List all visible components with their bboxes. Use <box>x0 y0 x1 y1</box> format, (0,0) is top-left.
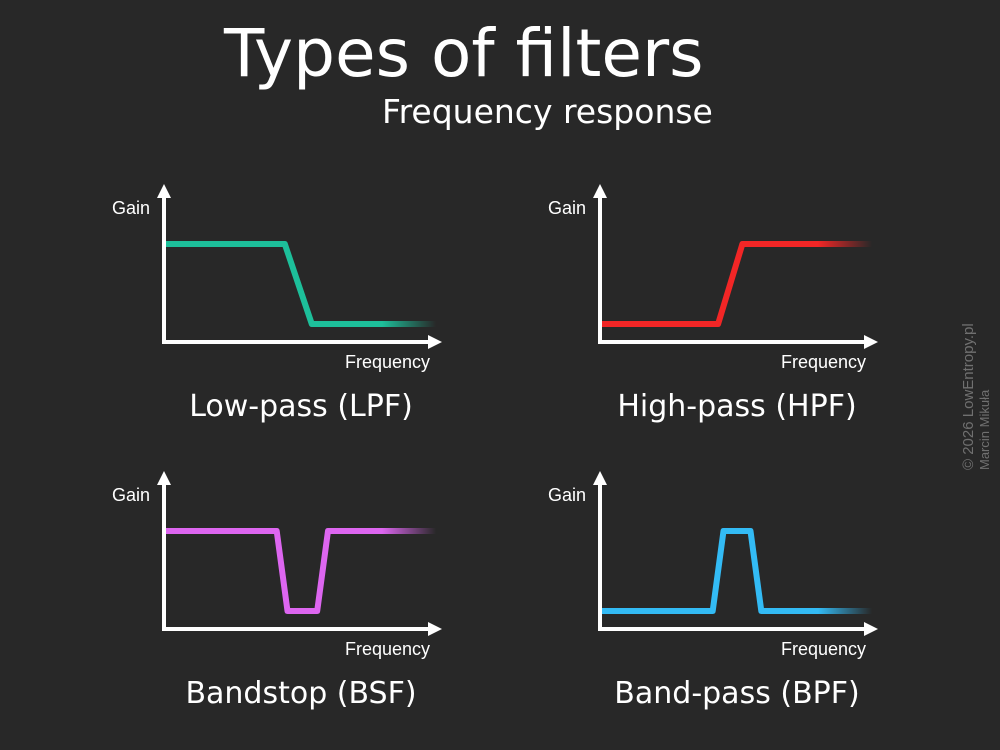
bpf-frequency-label: Frequency <box>781 639 866 659</box>
lpf-panel: Gain Frequency Low-pass (LPF) <box>112 184 442 424</box>
page-title: Types of filters <box>224 15 704 92</box>
lpf-filter-name: Low-pass (LPF) <box>189 389 413 424</box>
bsf-gain-label: Gain <box>112 485 150 505</box>
hpf-response-curve <box>602 241 872 327</box>
hpf-y-axis-arrow <box>593 184 607 198</box>
hpf-x-axis-arrow <box>864 335 878 349</box>
hpf-frequency-label: Frequency <box>781 352 866 372</box>
bsf-panel: Gain Frequency Bandstop (BSF) <box>112 471 442 711</box>
bpf-panel: Gain Frequency Band-pass (BPF) <box>548 471 878 711</box>
bpf-response-curve <box>602 528 872 614</box>
bpf-filter-name: Band-pass (BPF) <box>614 676 859 711</box>
bpf-y-axis-arrow <box>593 471 607 485</box>
bsf-y-axis-arrow <box>157 471 171 485</box>
bpf-gain-label: Gain <box>548 485 586 505</box>
hpf-filter-name: High-pass (HPF) <box>617 389 856 424</box>
hpf-gain-label: Gain <box>548 198 586 218</box>
hpf-panel: Gain Frequency High-pass (HPF) <box>548 184 878 424</box>
lpf-x-axis-arrow <box>428 335 442 349</box>
lpf-gain-label: Gain <box>112 198 150 218</box>
lpf-y-axis-arrow <box>157 184 171 198</box>
bsf-response-curve <box>166 528 436 614</box>
bpf-x-axis-arrow <box>864 622 878 636</box>
bsf-frequency-label: Frequency <box>345 639 430 659</box>
lpf-frequency-label: Frequency <box>345 352 430 372</box>
bsf-filter-name: Bandstop (BSF) <box>185 676 416 711</box>
lpf-response-curve <box>166 241 436 327</box>
bsf-x-axis-arrow <box>428 622 442 636</box>
page-subtitle: Frequency response <box>382 92 713 131</box>
